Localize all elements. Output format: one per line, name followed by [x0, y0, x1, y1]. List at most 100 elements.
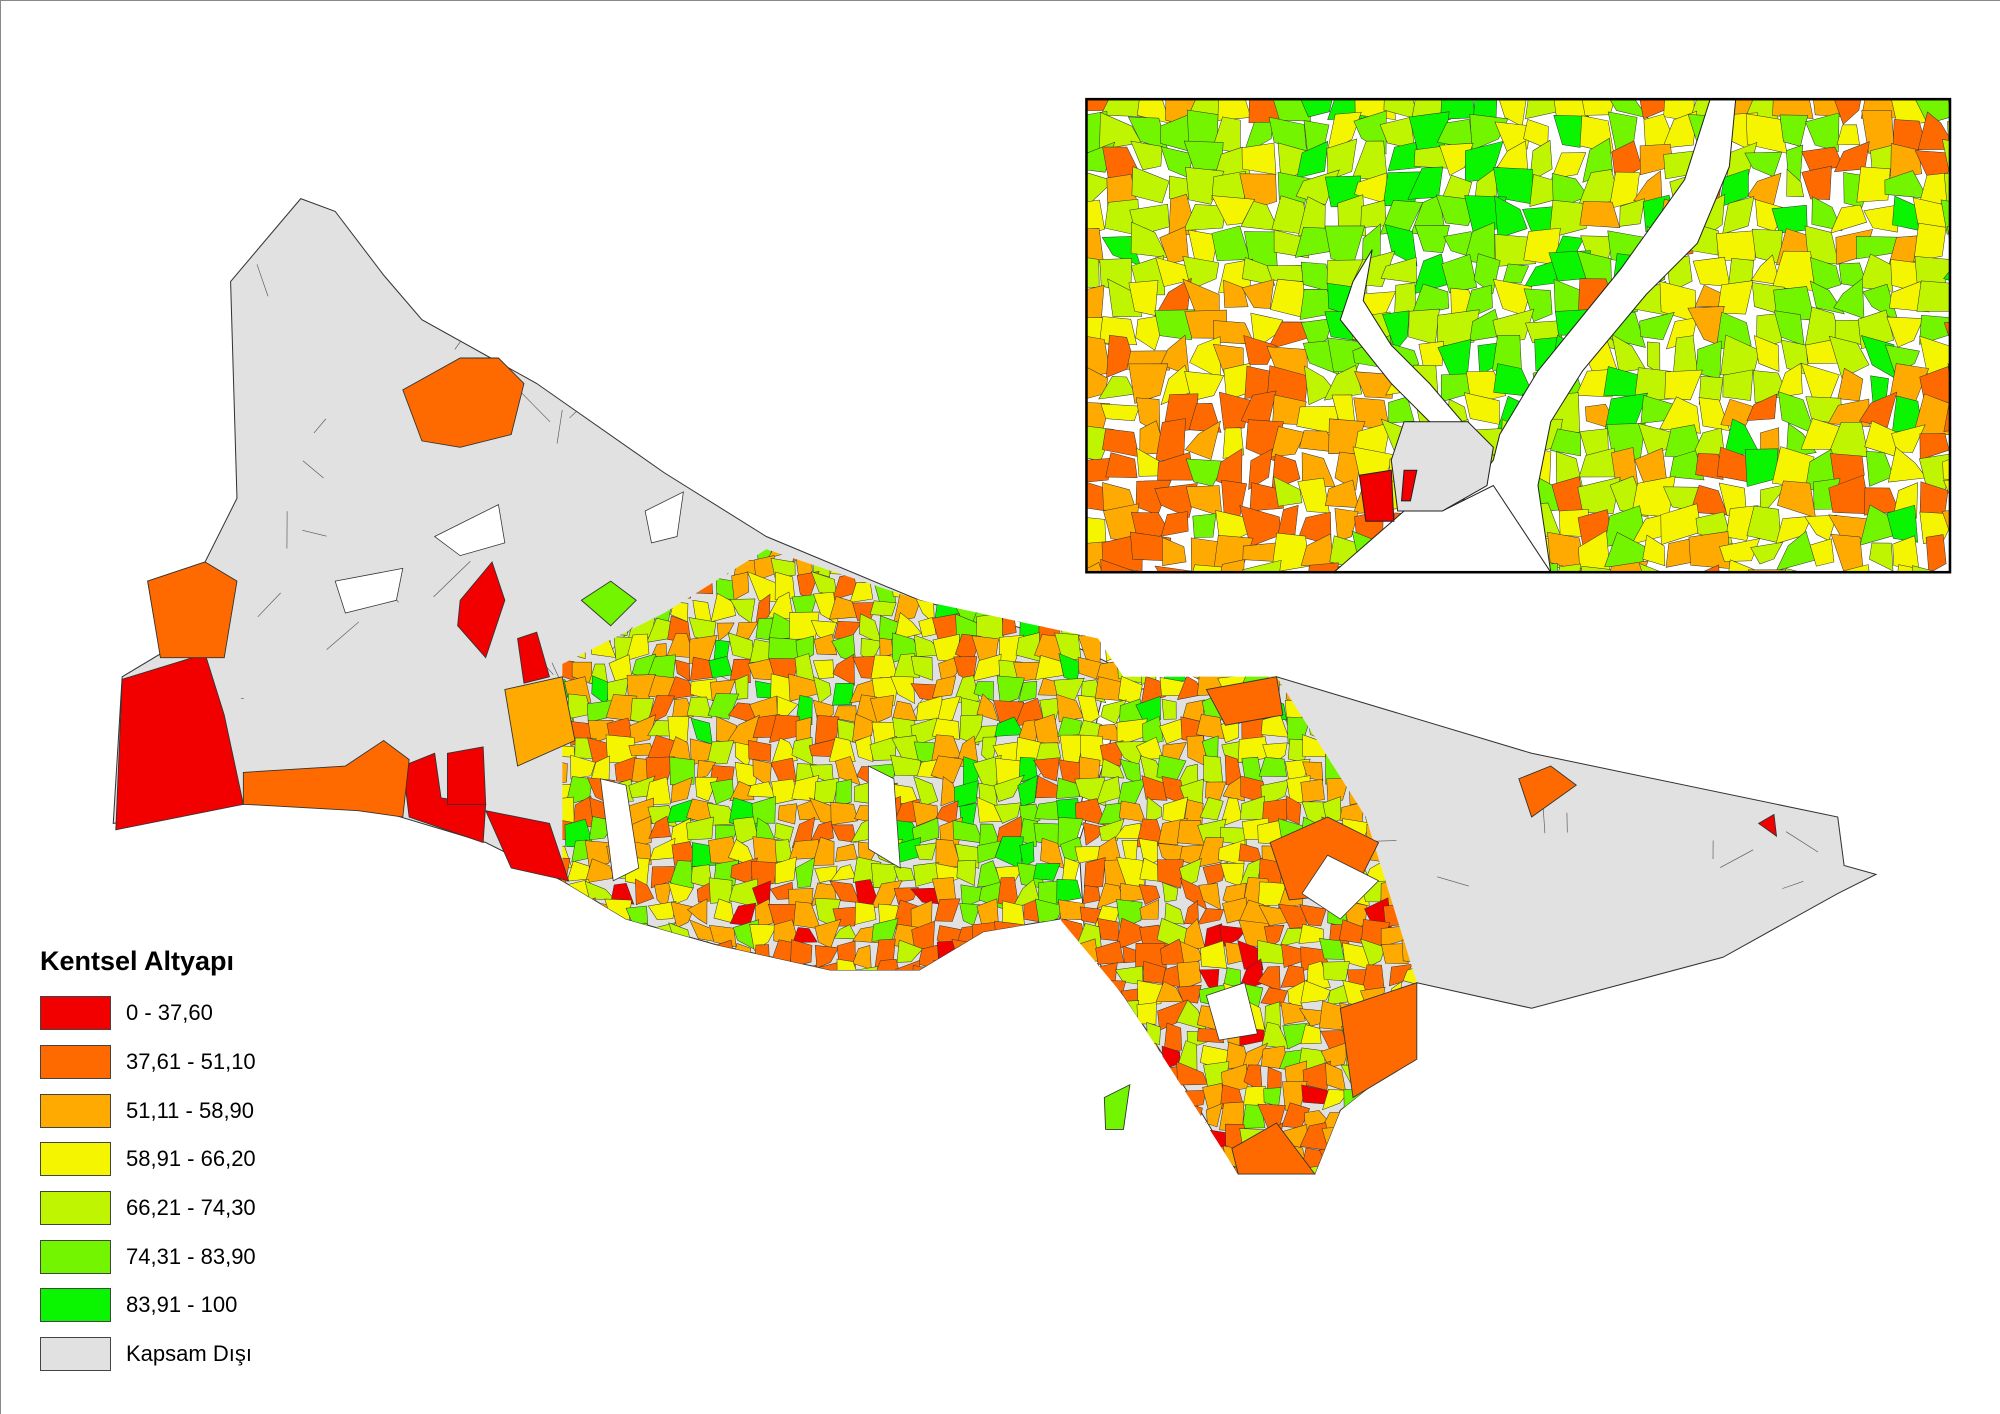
neighbourhood-cell — [1410, 283, 1450, 317]
neighbourhood-cell — [1056, 549, 1084, 562]
neighbourhood-cell — [1363, 1101, 1391, 1132]
neighbourhood-cell — [1116, 600, 1145, 622]
neighbourhood-cell — [1184, 420, 1221, 460]
neighbourhood-cell — [628, 775, 656, 798]
neighbourhood-cell — [714, 979, 735, 1003]
neighbourhood-cell — [1856, 166, 1891, 203]
neighbourhood-cell — [562, 884, 576, 906]
neighbourhood-cell — [935, 1167, 955, 1175]
neighbourhood-cell — [1285, 795, 1302, 825]
neighbourhood-cell — [733, 1062, 759, 1092]
neighbourhood-cell — [832, 653, 855, 686]
neighbourhood-cell — [1262, 581, 1282, 604]
neighbourhood-cell — [1943, 397, 1950, 432]
neighbourhood-cell — [1062, 1143, 1082, 1167]
neighbourhood-cell — [591, 1021, 616, 1053]
neighbourhood-cell — [787, 980, 822, 1004]
neighbourhood-cell — [1728, 559, 1761, 573]
neighbourhood-cell — [952, 571, 983, 600]
neighbourhood-cell — [1426, 1103, 1453, 1127]
neighbourhood-cell — [1248, 448, 1273, 490]
neighbourhood-cell — [1436, 309, 1480, 347]
neighbourhood-cell — [871, 1030, 902, 1050]
neighbourhood-cell — [1366, 657, 1393, 676]
neighbourhood-cell — [1184, 371, 1225, 402]
neighbourhood-cell — [1056, 1000, 1084, 1033]
neighbourhood-cell — [1019, 1084, 1045, 1110]
neighbourhood-cell — [773, 1132, 800, 1146]
neighbourhood-cell — [983, 962, 999, 991]
neighbourhood-cell — [1032, 1121, 1064, 1155]
neighbourhood-cell — [1095, 1169, 1124, 1175]
neighbourhood-cell — [667, 715, 690, 747]
neighbourhood-cell — [857, 1085, 883, 1112]
neighbourhood-cell — [1557, 563, 1582, 573]
neighbourhood-cell — [1073, 575, 1098, 596]
neighbourhood-cell — [606, 1085, 633, 1110]
neighbourhood-cell — [791, 1102, 812, 1130]
legend-item: Kapsam Dışı — [40, 1330, 256, 1379]
neighbourhood-cell — [977, 1047, 1001, 1070]
neighbourhood-cell — [1020, 601, 1039, 619]
neighbourhood-cell — [571, 1040, 591, 1069]
neighbourhood-cell — [1771, 204, 1808, 234]
neighbourhood-cell — [1183, 1173, 1203, 1175]
neighbourhood-cell — [675, 1168, 699, 1175]
neighbourhood-cell — [707, 1081, 734, 1105]
neighbourhood-cell — [1083, 857, 1106, 888]
neighbourhood-cell — [1662, 110, 1698, 149]
neighbourhood-cell — [896, 939, 924, 963]
neighbourhood-cell — [1425, 1083, 1453, 1110]
neighbourhood-cell — [1220, 559, 1245, 573]
neighbourhood-cell — [1859, 391, 1898, 428]
neighbourhood-cell — [1258, 756, 1287, 777]
neighbourhood-cell — [749, 924, 778, 951]
neighbourhood-cell — [587, 1003, 614, 1030]
neighbourhood-cell — [1401, 1124, 1417, 1149]
neighbourhood-cell — [796, 1022, 820, 1052]
neighbourhood-cell — [1362, 672, 1392, 701]
neighbourhood-cell — [1120, 613, 1146, 639]
neighbourhood-cell — [1204, 616, 1226, 644]
neighbourhood-cell — [996, 675, 1025, 705]
neighbourhood-cell — [976, 552, 1001, 577]
neighbourhood-cell — [689, 1061, 716, 1087]
neighbourhood-cell — [997, 1086, 1025, 1111]
neighbourhood-cell — [1719, 538, 1761, 562]
neighbourhood-cell — [1053, 593, 1080, 616]
neighbourhood-cell — [1139, 632, 1160, 664]
neighbourhood-cell — [1348, 1143, 1367, 1172]
neighbourhood-cell — [1318, 632, 1346, 665]
neighbourhood-cell — [1404, 1165, 1417, 1175]
neighbourhood-cell — [960, 1110, 984, 1135]
neighbourhood-cell — [980, 571, 996, 601]
neighbourhood-cell — [1913, 222, 1947, 262]
neighbourhood-cell — [757, 1024, 775, 1051]
neighbourhood-cell — [850, 983, 880, 1007]
neighbourhood-cell — [1074, 777, 1106, 807]
neighbourhood-cell — [1324, 225, 1366, 266]
neighbourhood-cell — [915, 1128, 943, 1150]
neighbourhood-cell — [666, 1007, 698, 1030]
neighbourhood-cell — [1094, 616, 1125, 645]
neighbourhood-cell — [1407, 1064, 1417, 1091]
neighbourhood-cell — [1176, 961, 1202, 991]
neighbourhood-cell — [1076, 1040, 1099, 1071]
neighbourhood-cell — [1095, 940, 1125, 965]
neighbourhood-cell — [1803, 571, 1813, 573]
neighbourhood-cell — [828, 1086, 859, 1111]
neighbourhood-cell — [568, 1029, 589, 1049]
neighbourhood-cell — [1390, 1149, 1413, 1167]
western-neighbourhoods — [115, 357, 1778, 1175]
neighbourhood-cell — [852, 713, 874, 742]
neighbourhood-cell — [1138, 884, 1161, 905]
neighbourhood-cell — [1000, 960, 1023, 991]
neighbourhood-cell — [893, 984, 922, 1012]
neighbourhood-cell — [1380, 594, 1408, 618]
neighbourhood-cell — [876, 1171, 894, 1175]
neighbourhood-cell — [1131, 166, 1170, 204]
neighbourhood-cell — [1100, 403, 1140, 422]
legend-label: 83,91 - 100 — [126, 1292, 238, 1318]
neighbourhood-cell — [562, 966, 575, 987]
neighbourhood-cell — [1672, 335, 1699, 377]
